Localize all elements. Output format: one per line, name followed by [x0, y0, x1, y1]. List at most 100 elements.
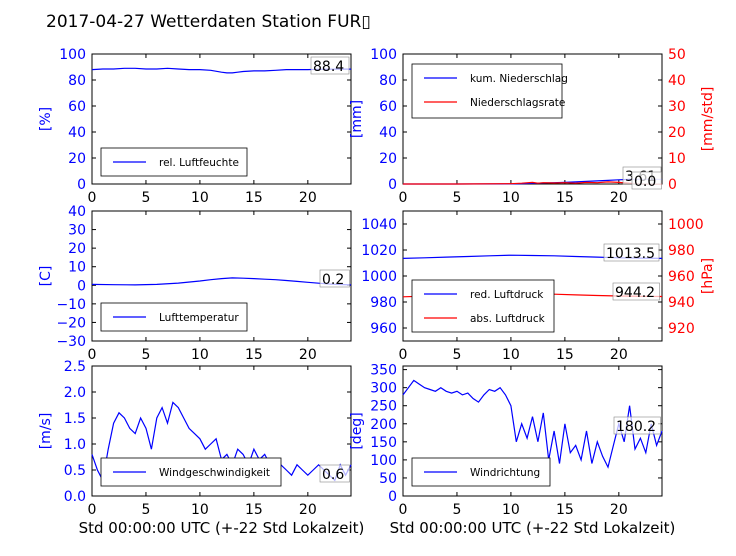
humidity-xtick-label: 0: [88, 190, 97, 206]
direction-ytick-label: 100: [370, 453, 397, 469]
direction-xtick-label: 10: [502, 502, 520, 518]
precip-ytick-right-label: 40: [668, 73, 686, 89]
precip-ytick-label: 80: [379, 73, 397, 89]
temperature-xtick-label: 20: [299, 347, 317, 363]
humidity-ytick-label: 0: [77, 177, 86, 193]
precip-annotation-box: [631, 171, 662, 190]
temperature-annotation-label: 0.2: [322, 272, 344, 288]
pressure-legend-label: abs. Luftdruck: [470, 313, 546, 325]
humidity-legend-label: rel. Luftfeuchte: [159, 157, 239, 169]
precip-ytick-right-label: 30: [668, 99, 686, 115]
humidity-ytick-label: 40: [68, 125, 86, 141]
temperature-xtick-label: 15: [245, 347, 263, 363]
precip-legend-label: kum. Niederschlag: [470, 73, 568, 85]
pressure-ylabel-right: [hPa]: [700, 258, 716, 294]
pressure-legend-box: [411, 279, 555, 333]
direction-xlabel: Std 00:00:00 UTC (+-22 Std Lokalzeit): [390, 519, 676, 537]
temperature-ytick-label: 0: [77, 278, 86, 294]
precip-plot-frame: [402, 53, 663, 185]
direction-xtick-label: 0: [399, 502, 408, 518]
temperature-legend-box: [100, 302, 248, 332]
wind-annotation-box: [319, 464, 350, 483]
precip-ytick-label: 0: [388, 177, 397, 193]
temperature-xtick-label: 0: [88, 347, 97, 363]
temperature-ytick-label: −20: [56, 315, 86, 331]
pressure-annotation-label: 944.2: [615, 285, 655, 301]
temperature-ylabel: [C]: [38, 266, 54, 287]
precip-ytick-right-label: 20: [668, 125, 686, 141]
direction-ytick-label: 300: [370, 381, 397, 397]
humidity-xtick-label: 20: [299, 190, 317, 206]
humidity-annotation-label: 88.4: [313, 59, 344, 75]
temperature-legend-label: Lufttemperatur: [159, 312, 239, 324]
wind-ytick-label: 2.0: [64, 385, 86, 401]
humidity-ytick-label: 100: [59, 47, 86, 63]
pressure-ytick-label: 1040: [361, 217, 397, 233]
pressure-annotation-box: [612, 282, 660, 301]
humidity-ytick-label: 80: [68, 73, 86, 89]
pressure-ytick-right-label: 920: [668, 321, 695, 337]
temperature-plot-frame: [91, 210, 352, 342]
humidity-series-line-1: [91, 67, 351, 74]
wind-ytick-label: 2.5: [64, 359, 86, 375]
pressure-ytick-right-label: 1000: [668, 217, 704, 233]
temperature-xtick-label: 5: [141, 347, 150, 363]
temperature-xtick-label: 10: [191, 347, 209, 363]
pressure-ytick-right-label: 960: [668, 269, 695, 285]
humidity-xtick-label: 10: [191, 190, 209, 206]
precip-ytick-label: 40: [379, 125, 397, 141]
direction-ytick-label: 200: [370, 417, 397, 433]
wind-xlabel: Std 00:00:00 UTC (+-22 Std Lokalzeit): [79, 519, 365, 537]
temperature-ytick-label: −30: [56, 334, 86, 350]
wind-annotation-label: 0.6: [322, 467, 344, 483]
precip-ytick-label: 100: [370, 47, 397, 63]
humidity-plot-frame: [91, 53, 352, 185]
humidity-ylabel: [%]: [38, 107, 54, 131]
wind-ytick-label: 1.0: [64, 437, 86, 453]
pressure-xtick-label: 20: [610, 347, 628, 363]
wind-ytick-label: 0.0: [64, 489, 86, 505]
temperature-ytick-label: 10: [68, 260, 86, 276]
direction-xtick-label: 15: [556, 502, 574, 518]
direction-ytick-label: 250: [370, 399, 397, 415]
page-title: 2017-04-27 Wetterdaten Station FUR▯: [46, 12, 371, 32]
precip-ytick-right-label: 50: [668, 47, 686, 63]
precip-ytick-right-label: 0: [668, 177, 677, 193]
wind-xtick-label: 15: [245, 502, 263, 518]
direction-ylabel: [deg]: [349, 412, 365, 449]
precip-legend-box: [411, 63, 563, 119]
wind-legend-label: Windgeschwindigkeit: [159, 467, 270, 479]
humidity-annotation-box: [310, 56, 350, 75]
direction-xtick-label: 20: [610, 502, 628, 518]
precip-ytick-right-label: 10: [668, 151, 686, 167]
temperature-ytick-label: 30: [68, 223, 86, 239]
pressure-ytick-label: 1020: [361, 243, 397, 259]
wind-plot-frame: [91, 365, 352, 497]
direction-annotation-label: 180.2: [616, 419, 656, 435]
wind-xtick-label: 10: [191, 502, 209, 518]
precip-xtick-label: 5: [452, 190, 461, 206]
precip-xtick-label: 10: [502, 190, 520, 206]
pressure-legend-label: red. Luftdruck: [470, 289, 544, 301]
pressure-xtick-label: 5: [452, 347, 461, 363]
precip-xtick-label: 0: [399, 190, 408, 206]
temperature-ytick-label: −10: [56, 297, 86, 313]
precip-ylabel: [mm]: [349, 100, 365, 138]
wind-xtick-label: 5: [141, 502, 150, 518]
temperature-ytick-label: 20: [68, 241, 86, 257]
pressure-xtick-label: 0: [399, 347, 408, 363]
pressure-xtick-label: 10: [502, 347, 520, 363]
direction-ytick-label: 50: [379, 471, 397, 487]
temperature-annotation-box: [319, 269, 350, 288]
pressure-ytick-right-label: 980: [668, 243, 695, 259]
wind-ytick-label: 0.5: [64, 463, 86, 479]
direction-ytick-label: 0: [388, 489, 397, 505]
precip-ytick-label: 20: [379, 151, 397, 167]
wind-ytick-label: 1.5: [64, 411, 86, 427]
pressure-ytick-label: 1000: [361, 269, 397, 285]
wind-xtick-label: 20: [299, 502, 317, 518]
precip-ytick-label: 60: [379, 99, 397, 115]
humidity-xtick-label: 5: [141, 190, 150, 206]
